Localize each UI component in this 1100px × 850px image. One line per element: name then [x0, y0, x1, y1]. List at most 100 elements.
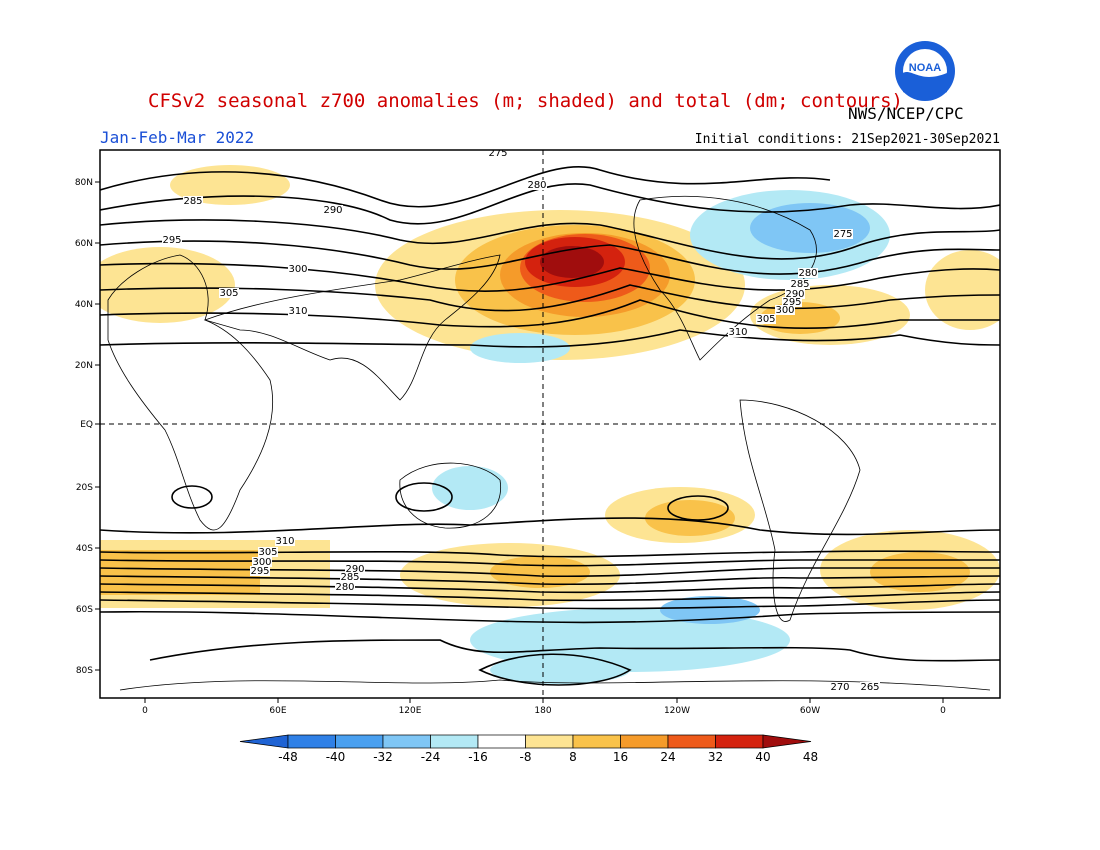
- contour-label: 290: [785, 289, 804, 300]
- contour-300-south: [100, 559, 1000, 567]
- anomaly-australia-low: [432, 466, 508, 510]
- coast-australia: [399, 462, 502, 529]
- contour-310-south: [100, 517, 1000, 536]
- colorbar-segment: [620, 734, 669, 749]
- colorbar-segment: [430, 734, 479, 749]
- colorbar: -48 -40 -32 -24 -16 -8 8 16 24 32 40 48: [239, 734, 818, 764]
- lat-label: 60N: [75, 239, 93, 249]
- anomaly-antarctic-low: [490, 656, 630, 684]
- contour-label-bg: [252, 557, 272, 567]
- contour-label: 295: [782, 297, 801, 308]
- period-label: Jan-Feb-Mar 2022: [100, 128, 255, 147]
- colorbar-segment: [572, 734, 621, 749]
- anomaly-pacific-high-48: [540, 246, 604, 278]
- anomaly-southern-band-west-16: [100, 550, 260, 595]
- contour-label: 275: [833, 229, 852, 240]
- colorbar-segment: [715, 734, 764, 749]
- contour-label-bg: [250, 566, 270, 576]
- closed-contour-australia: [395, 482, 453, 512]
- contour-label-bg: [775, 305, 795, 315]
- negative-anomaly-shading: [432, 190, 890, 684]
- contour-label: 280: [798, 268, 817, 279]
- lat-label: 40N: [75, 300, 93, 310]
- contour-310-north: [100, 329, 1000, 348]
- contour-label-bg: [162, 235, 182, 245]
- contour-label: 290: [323, 205, 342, 216]
- latitude-labels: 80N 60N 40N 20N EQ 20S 40S 60S 80S: [75, 178, 100, 676]
- contour-label: 300: [288, 264, 307, 275]
- contour-270-antarctic: [149, 639, 1000, 662]
- contour-label: 270: [830, 682, 849, 693]
- contour-label-bg: [790, 279, 810, 289]
- coast-north-america: [633, 195, 817, 361]
- closed-contour-africa: [171, 485, 213, 509]
- anomaly-canada-low-16: [750, 203, 870, 253]
- colorbar-tick-label: 8: [569, 750, 577, 764]
- lat-label: 40S: [76, 544, 93, 554]
- coast-antarctica: [119, 679, 991, 691]
- chart-title: CFSv2 seasonal z700 anomalies (m; shaded…: [148, 90, 903, 112]
- lat-label: 80N: [75, 178, 93, 188]
- colorbar-tick-label: 48: [803, 750, 818, 764]
- lat-label: 20S: [76, 483, 93, 493]
- coastlines: [107, 195, 991, 691]
- anomaly-southern-ocean-low-16: [660, 596, 760, 624]
- contour-label: 275: [488, 148, 507, 159]
- contour-label: 280: [335, 582, 354, 593]
- lat-label: 80S: [76, 666, 93, 676]
- colorbar-tick-label: 16: [613, 750, 628, 764]
- contour-label: 305: [258, 547, 277, 558]
- contour-labels: 2752802852902953003053102752802852902953…: [162, 148, 880, 693]
- lat-label: EQ: [80, 420, 93, 430]
- logo-text: NOAA: [909, 62, 941, 74]
- contour-290-north: [100, 240, 1000, 275]
- coast-eurasia: [203, 254, 501, 401]
- contour-label-bg: [340, 572, 360, 582]
- anomaly-southern-band-east-16: [870, 552, 970, 592]
- contour-label-bg: [219, 288, 239, 298]
- contour-label: 285: [340, 572, 359, 583]
- contour-label: 295: [250, 566, 269, 577]
- contour-label: 285: [790, 279, 809, 290]
- colorbar-segment: [287, 734, 336, 749]
- colorbar-right-arrow: [762, 734, 812, 749]
- contour-label: 285: [183, 196, 202, 207]
- contour-label: 310: [728, 327, 747, 338]
- agency-label: NWS/NCEP/CPC: [848, 104, 964, 123]
- colorbar-tick-label: -40: [326, 750, 346, 764]
- anomaly-arctic-high: [170, 165, 290, 205]
- contour-label-bg: [785, 289, 805, 299]
- anomaly-subtropical-low: [470, 333, 570, 363]
- colorbar-tick-label: -48: [278, 750, 298, 764]
- lon-label: 0: [142, 706, 148, 716]
- lon-label: 60W: [800, 706, 820, 716]
- contour-label: 265: [860, 682, 879, 693]
- lon-label: 120E: [399, 706, 422, 716]
- contour-label-bg: [275, 536, 295, 546]
- contour-label: 300: [775, 305, 794, 316]
- lon-label: 120W: [664, 706, 690, 716]
- colorbar-tick-label: 40: [755, 750, 770, 764]
- closed-contour-south-pacific: [667, 495, 729, 521]
- lat-label: 60S: [76, 605, 93, 615]
- colorbar-segment: [525, 734, 574, 749]
- contour-label: 310: [275, 536, 294, 547]
- contour-label: 280: [527, 180, 546, 191]
- contour-label-bg: [756, 314, 776, 324]
- contour-label-bg: [183, 196, 203, 206]
- lon-label: 180: [534, 706, 551, 716]
- contour-label: 310: [288, 306, 307, 317]
- contour-label-bg: [527, 180, 547, 190]
- contour-label-bg: [798, 268, 818, 278]
- contour-label-bg: [830, 682, 850, 692]
- lon-label: 0: [940, 706, 946, 716]
- contour-label-bg: [782, 297, 802, 307]
- contour-label: 305: [756, 314, 775, 325]
- contour-290-south: [100, 575, 1000, 586]
- contour-label-bg: [323, 205, 343, 215]
- contour-270-south: [100, 610, 1000, 624]
- anomaly-europe-east: [925, 250, 1000, 330]
- contour-275-south: [100, 599, 1000, 610]
- contour-label-bg: [833, 229, 853, 239]
